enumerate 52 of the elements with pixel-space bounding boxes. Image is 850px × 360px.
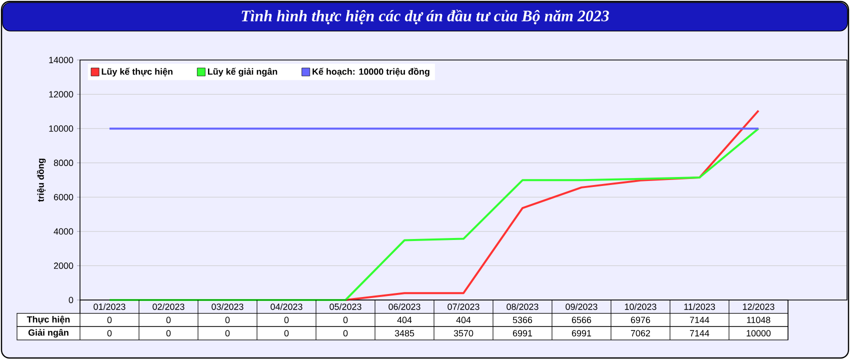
- text: Thực hiện: [26, 316, 70, 324]
- x-tick-label: 05/2023: [330, 303, 362, 310]
- data-label: 0: [166, 330, 171, 336]
- data-label: 404: [456, 316, 471, 324]
- text: 0: [166, 316, 171, 324]
- x-tick-label: 08/2023: [506, 303, 538, 310]
- data-label: 6976: [630, 316, 650, 324]
- data-label: 10000: [746, 330, 771, 336]
- x-tick-label: 06/2023: [388, 303, 420, 310]
- y-tick-label: 2000: [54, 262, 74, 269]
- legend-label: Lũy kế thực hiện: [102, 68, 172, 77]
- y-tick-label: 4000: [54, 228, 74, 235]
- text: 0: [284, 316, 289, 324]
- data-label: 7144: [690, 330, 710, 336]
- chart-title: Tình hình thực hiện các dự án đầu tư của Bộ năm 2023: [242, 10, 609, 24]
- data-label: 0: [284, 330, 289, 336]
- x-tick-label: 11/2023: [684, 303, 715, 310]
- data-label: 0: [343, 330, 348, 336]
- x-tick-label: 09/2023: [566, 303, 598, 310]
- data-label: 7144: [690, 316, 710, 324]
- data-label: 7062: [630, 330, 650, 336]
- text: Giải ngân: [28, 328, 68, 338]
- data-label: 0: [225, 330, 230, 336]
- text: 0: [107, 316, 112, 324]
- x-tick-label: 01/2023: [94, 303, 126, 310]
- data-label: 11048: [747, 316, 770, 324]
- y-tick-label: 8000: [54, 160, 74, 166]
- y-tick-label: 6000: [54, 194, 74, 200]
- y-tick-label: 14000: [49, 56, 74, 64]
- legend-label: Lũy kế giải ngân: [208, 68, 278, 77]
- line-series: [344, 110, 760, 301]
- data-label: 3485: [394, 330, 414, 336]
- text: 0: [225, 316, 230, 324]
- data-label: 5366: [512, 316, 532, 324]
- x-tick-label: 07/2023: [448, 303, 480, 310]
- data-label: 404: [397, 316, 412, 324]
- y-tick-label: 12000: [49, 91, 74, 98]
- data-label: 0: [343, 316, 348, 324]
- x-tick-label: 12/2023: [742, 303, 774, 310]
- data-label: 6566: [572, 316, 592, 324]
- data-label: 0: [107, 330, 112, 336]
- y-axis-title: triệu đồng: [36, 158, 46, 202]
- y-tick-label: 0: [68, 296, 74, 304]
- data-label: 3570: [454, 330, 474, 336]
- legend-label: Kế hoạch: 10000 triệu đồng: [312, 68, 430, 77]
- x-tick-label: 02/2023: [152, 303, 184, 310]
- data-label: 6991: [512, 330, 532, 336]
- y-tick-label: 10000: [49, 125, 74, 132]
- data-label: 6991: [572, 330, 592, 336]
- x-tick-label: 10/2023: [624, 303, 656, 310]
- x-tick-label: 03/2023: [212, 303, 244, 310]
- x-tick-label: 04/2023: [270, 303, 302, 310]
